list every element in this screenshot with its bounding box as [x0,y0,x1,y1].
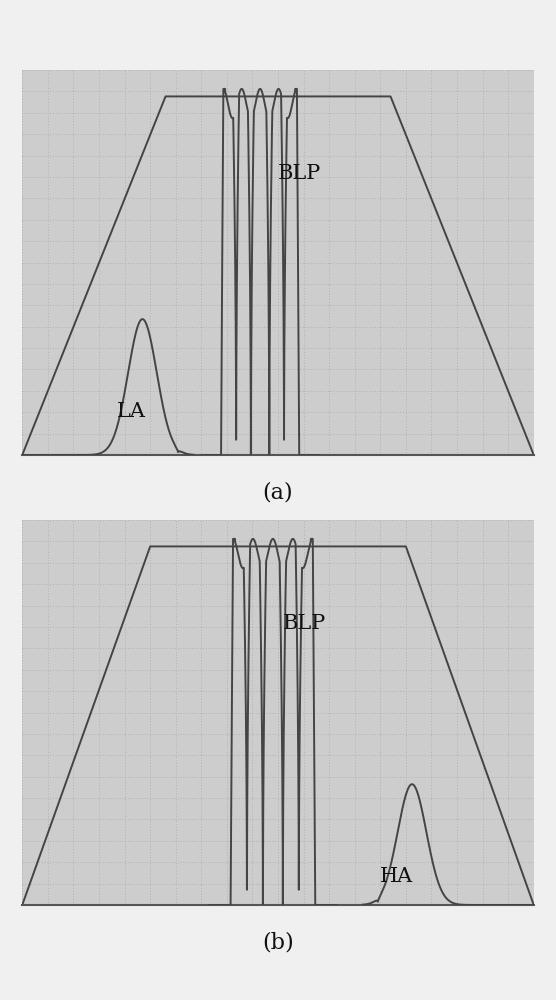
Text: LA: LA [117,402,146,421]
Text: (a): (a) [262,481,294,503]
Text: (b): (b) [262,931,294,953]
Text: HA: HA [380,867,414,886]
Text: BLP: BLP [278,164,321,183]
Text: BLP: BLP [283,614,326,633]
